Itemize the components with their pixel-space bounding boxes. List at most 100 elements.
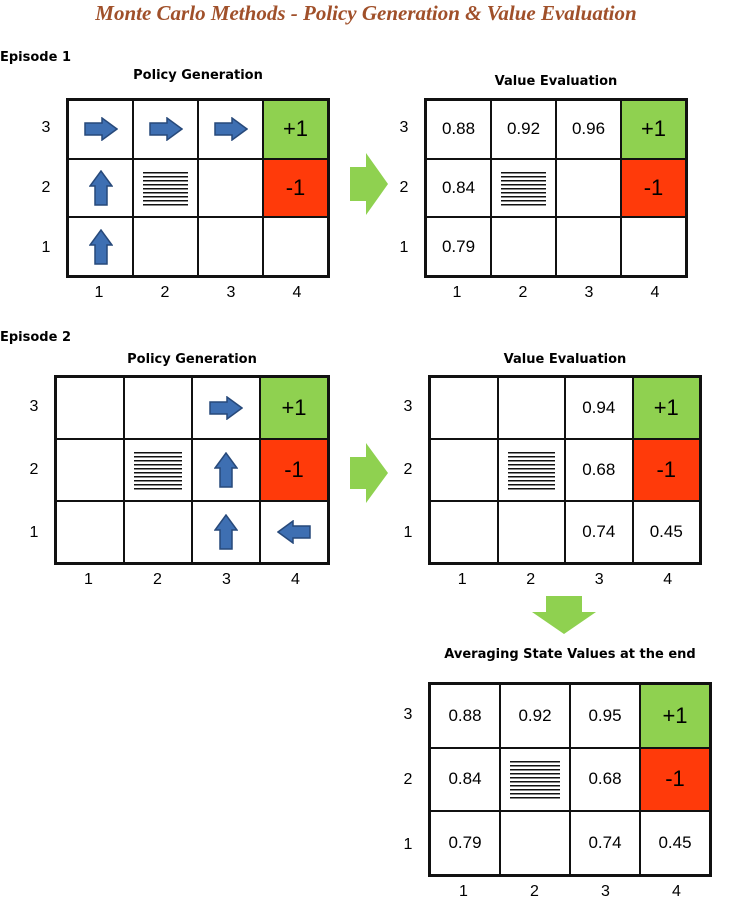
cell-value: -1 (643, 174, 664, 200)
average-value-cell-3-1: 0.88 (430, 684, 500, 748)
row-axis-label: 1 (29, 524, 39, 542)
pit-cell: -1 (263, 158, 328, 218)
episode-2-value-cell-1-4: 0.45 (632, 501, 700, 563)
episode-2-policy-cell-3-2 (124, 377, 192, 439)
episode-1-policy-cell-1-4 (263, 217, 328, 276)
average-value-cell-1-4: 0.45 (640, 811, 710, 875)
episode-2-policy-cell-1-4 (260, 501, 328, 563)
column-axis-label: 4 (650, 284, 660, 301)
cell-value: 0.84 (441, 177, 476, 197)
goal-cell: +1 (640, 684, 710, 748)
cell-value: 0.79 (441, 236, 476, 256)
average-value-cell-2-3: 0.68 (570, 747, 640, 812)
episode-1-policy-cell-3-1 (68, 100, 133, 159)
episode-2-policy-heading: Policy Generation (127, 352, 257, 367)
goal-cell: +1 (632, 377, 700, 439)
column-axis-label: 4 (292, 284, 302, 301)
row-axis-label: 3 (29, 397, 39, 415)
cell-value: 0.88 (441, 119, 476, 139)
page-title: Monte Carlo Methods - Policy Generation … (95, 1, 637, 25)
wall-cell (500, 747, 570, 812)
row-axis-label: 2 (399, 179, 409, 196)
episode-2-value-cell-3-3: 0.94 (565, 377, 633, 439)
row-axis-label: 2 (29, 461, 39, 478)
cell-value: 0.94 (582, 398, 616, 417)
average-value-cell-2-1: 0.84 (430, 747, 500, 812)
episode-1-value-grid: 0.88 0.92 0.96 +1 0.84 -1 0.79 (424, 98, 688, 278)
episode-1-policy-cell-1-3 (198, 217, 263, 276)
episode-1-value-cell-1-1: 0.79 (426, 217, 491, 276)
pit-cell: -1 (621, 158, 686, 218)
row-axis-label: 3 (403, 397, 413, 415)
column-axis-label: 1 (452, 284, 462, 301)
arrow-up-icon (88, 169, 113, 206)
column-axis-label: 3 (226, 284, 236, 301)
column-axis-label: 1 (94, 284, 104, 301)
arrow-right-icon (83, 117, 118, 142)
pit-cell: -1 (260, 439, 328, 501)
episode-2-policy-cell-1-2 (124, 501, 192, 563)
flow-arrow-down-icon (532, 596, 596, 634)
column-axis-label: 1 (459, 883, 468, 900)
episode-1-policy-cell-2-3 (198, 158, 263, 218)
average-value-grid: 0.88 0.92 0.95 +1 0.84 0.68 -1 0.79 0.74 0.45 (428, 682, 712, 877)
episode-2-label: Episode 2 (0, 330, 72, 345)
cell-value: 0.79 (448, 833, 482, 853)
episode-2-policy-cell-2-1 (56, 439, 124, 501)
episode-2-value-cell-1-3: 0.74 (565, 501, 633, 563)
average-value-cell-1-3: 0.74 (570, 811, 640, 875)
goal-cell: +1 (260, 377, 328, 439)
column-axis-label: 4 (663, 571, 673, 588)
cell-value: +1 (662, 702, 688, 728)
cell-value: 0.45 (649, 522, 683, 541)
cell-value: +1 (640, 116, 667, 142)
column-axis-label: 1 (84, 571, 93, 588)
episode-2-policy-cell-2-3 (192, 439, 260, 501)
episode-2-policy-cell-3-1 (56, 377, 124, 439)
column-axis-label: 2 (160, 284, 170, 301)
arrow-up-icon (214, 452, 238, 488)
wall-cell (497, 439, 565, 501)
episode-1-policy-cell-2-1 (68, 158, 133, 218)
episode-2-value-cell-2-3: 0.68 (565, 439, 633, 501)
average-value-cell-3-3: 0.95 (570, 684, 640, 748)
episode-1-policy-heading: Policy Generation (133, 68, 263, 83)
cell-value: 0.88 (448, 705, 482, 725)
cell-value: -1 (656, 457, 677, 482)
column-axis-label: 2 (530, 883, 539, 900)
column-axis-label: 2 (526, 571, 536, 588)
column-axis-label: 3 (601, 883, 610, 900)
cell-value: +1 (653, 395, 679, 420)
goal-cell: +1 (263, 100, 328, 159)
row-axis-label: 3 (41, 119, 51, 136)
episode-2-policy-cell-1-1 (56, 501, 124, 563)
episode-1-policy-cell-1-2 (133, 217, 198, 276)
cell-value: 0.96 (571, 119, 606, 139)
column-axis-label: 3 (584, 284, 594, 301)
cell-value: 0.74 (582, 522, 616, 541)
column-axis-label: 3 (222, 571, 231, 588)
row-axis-label: 3 (399, 119, 409, 136)
column-axis-label: 2 (153, 571, 162, 588)
column-axis-label: 4 (672, 883, 681, 900)
episode-1-policy-grid: +1 -1 (66, 98, 330, 278)
cell-value: -1 (665, 766, 685, 792)
episode-2-value-cell-1-1 (430, 501, 498, 563)
episode-1-value-cell-3-3: 0.96 (556, 100, 621, 159)
cell-value: 0.68 (582, 460, 616, 479)
row-axis-label: 1 (403, 835, 413, 853)
row-axis-label: 2 (403, 461, 413, 478)
episode-2-value-grid: 0.94 +1 0.68 -1 0.74 0.45 (428, 375, 702, 565)
cell-value: 0.95 (588, 705, 622, 725)
arrow-up-icon (214, 514, 238, 550)
episode-1-value-cell-3-2: 0.92 (491, 100, 556, 159)
cell-value: 0.84 (448, 769, 482, 789)
average-heading: Averaging State Values at the end (444, 647, 696, 662)
episode-2-value-cell-3-1 (430, 377, 498, 439)
episode-1-policy-cell-3-2 (133, 100, 198, 159)
row-axis-label: 1 (41, 239, 51, 256)
pit-cell: -1 (632, 439, 700, 501)
episode-1-policy-cell-1-1 (68, 217, 133, 276)
arrow-right-icon (213, 117, 248, 142)
arrow-right-icon (209, 396, 243, 420)
